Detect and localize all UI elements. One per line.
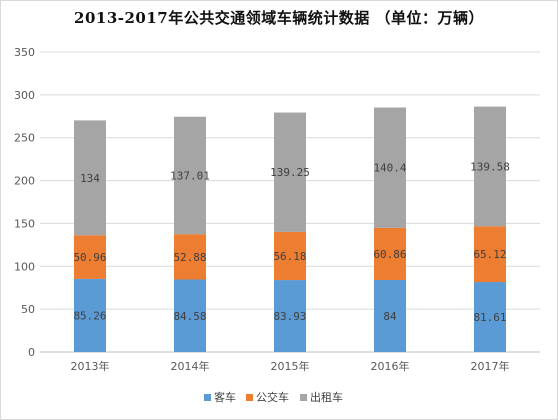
- chart-title: 2013-2017年公共交通领域车辆统计数据 （单位：万辆）: [74, 9, 484, 27]
- data-label: 65.12: [473, 248, 506, 261]
- bar-segment: [374, 227, 406, 280]
- x-tick-label: 2015年: [271, 359, 310, 373]
- y-tick-label: 100: [14, 260, 35, 273]
- bar-segment: [74, 120, 106, 236]
- y-tick-label: 200: [14, 175, 35, 188]
- y-tick-label: 250: [14, 132, 35, 145]
- x-tick-label: 2014年: [171, 359, 210, 373]
- data-label: 137.01: [170, 169, 210, 182]
- data-label: 83.93: [273, 310, 306, 323]
- bar-segment: [74, 278, 106, 352]
- data-label: 60.86: [373, 248, 406, 261]
- x-tick-label: 2017年: [471, 359, 510, 373]
- y-tick-label: 0: [28, 346, 35, 359]
- legend-swatch: [246, 394, 253, 401]
- legend-label: 客车: [214, 390, 236, 404]
- legend-swatch: [204, 394, 211, 401]
- bar-segment: [474, 282, 506, 352]
- bar-segment: [174, 116, 206, 235]
- x-tick-label: 2013年: [71, 359, 110, 373]
- data-label: 140.4: [373, 162, 406, 175]
- data-label: 139.58: [470, 160, 510, 173]
- y-tick-label: 150: [14, 217, 35, 230]
- data-label: 56.18: [273, 250, 306, 263]
- y-axis-ticks: 0 50 100 150 200 250 300 350: [14, 46, 35, 359]
- data-label: 134: [80, 172, 100, 185]
- bar-segment: [174, 234, 206, 280]
- legend-label: 出租车: [310, 390, 343, 404]
- bar-segment: [74, 235, 106, 279]
- y-tick-label: 300: [14, 89, 35, 102]
- bar-segment: [274, 231, 306, 281]
- bars: [74, 106, 506, 352]
- data-label: 85.26: [73, 309, 106, 322]
- bar-segment: [274, 112, 306, 232]
- bar-segment: [174, 279, 206, 352]
- data-label: 84: [383, 310, 397, 323]
- bar-segment: [374, 280, 406, 352]
- data-labels: 85.26 50.96 134 84.58 52.88 137.01 83.93 56.18 1…: [73, 160, 509, 324]
- bar-segment: [374, 107, 406, 228]
- data-label: 81.61: [473, 311, 506, 324]
- y-tick-label: 350: [14, 46, 35, 59]
- x-tick-label: 2016年: [371, 359, 410, 373]
- legend: 客车 公交车 出租车: [204, 390, 343, 404]
- data-label: 52.88: [173, 251, 206, 264]
- data-label: 84.58: [173, 310, 206, 323]
- x-axis-ticks: 2013年 2014年 2015年 2016年 2017年: [71, 359, 510, 373]
- legend-swatch: [300, 394, 307, 401]
- data-label: 139.25: [270, 166, 310, 179]
- bar-segment: [474, 226, 506, 283]
- bar-segment: [274, 280, 306, 352]
- bar-segment: [474, 106, 506, 227]
- data-label: 50.96: [73, 251, 106, 264]
- legend-label: 公交车: [256, 390, 289, 404]
- y-tick-label: 50: [21, 303, 35, 316]
